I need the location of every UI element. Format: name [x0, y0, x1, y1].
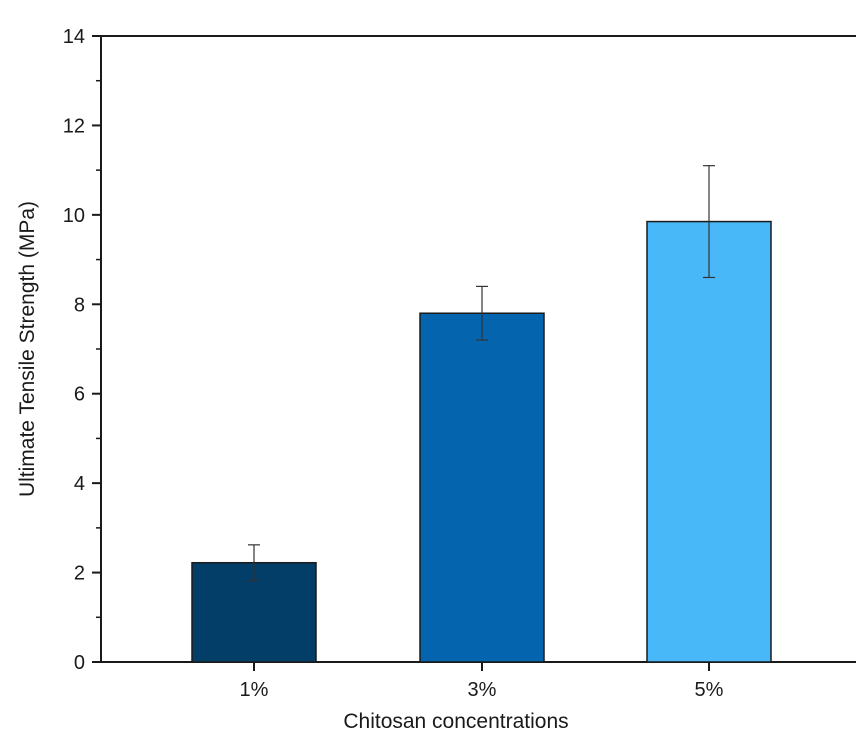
- x-ticks: 1% 3% 5%: [240, 662, 724, 701]
- bar-2: [419, 312, 545, 663]
- error-bars: [248, 165, 715, 582]
- y-tick-label: 4: [74, 473, 85, 495]
- y-axis-title: Ultimate Tensile Strength (MPa): [16, 201, 39, 497]
- y-ticks: 0 2 4 6 8 10 12 14: [63, 26, 101, 674]
- x-axis-title: Chitosan concentrations: [343, 710, 568, 733]
- x-tick-label: 3%: [468, 679, 497, 701]
- y-tick-label: 10: [63, 205, 85, 227]
- bar-3: [646, 220, 772, 663]
- y-tick-label: 2: [74, 563, 85, 585]
- y-tick-label: 8: [74, 294, 85, 316]
- y-tick-label: 14: [63, 26, 85, 48]
- y-tick-label: 12: [63, 115, 85, 137]
- x-tick-label: 5%: [695, 679, 724, 701]
- bars: [191, 220, 772, 663]
- y-tick-label: 6: [74, 384, 85, 406]
- x-tick-label: 1%: [240, 679, 269, 701]
- y-tick-label: 0: [74, 652, 85, 674]
